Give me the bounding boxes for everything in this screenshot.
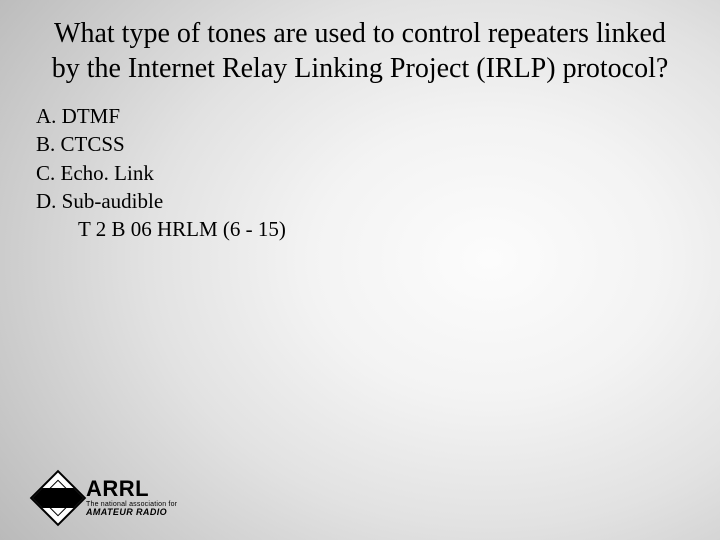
option-d: D. Sub-audible [36,187,720,215]
option-b: B. CTCSS [36,130,720,158]
arrl-logo: ARRL The national association for AMATEU… [38,478,177,518]
arrl-wordmark: ARRL [86,479,177,499]
arrl-logo-text: ARRL The national association for AMATEU… [86,479,177,517]
arrl-diamond-icon [30,470,87,527]
reference-code: T 2 B 06 HRLM (6 - 15) [36,215,720,243]
slide: What type of tones are used to control r… [0,0,720,540]
arrl-tagline-2: AMATEUR RADIO [86,508,177,517]
option-c: C. Echo. Link [36,159,720,187]
option-a: A. DTMF [36,102,720,130]
question-title: What type of tones are used to control r… [0,0,720,86]
answer-options: A. DTMF B. CTCSS C. Echo. Link D. Sub-au… [0,86,720,244]
